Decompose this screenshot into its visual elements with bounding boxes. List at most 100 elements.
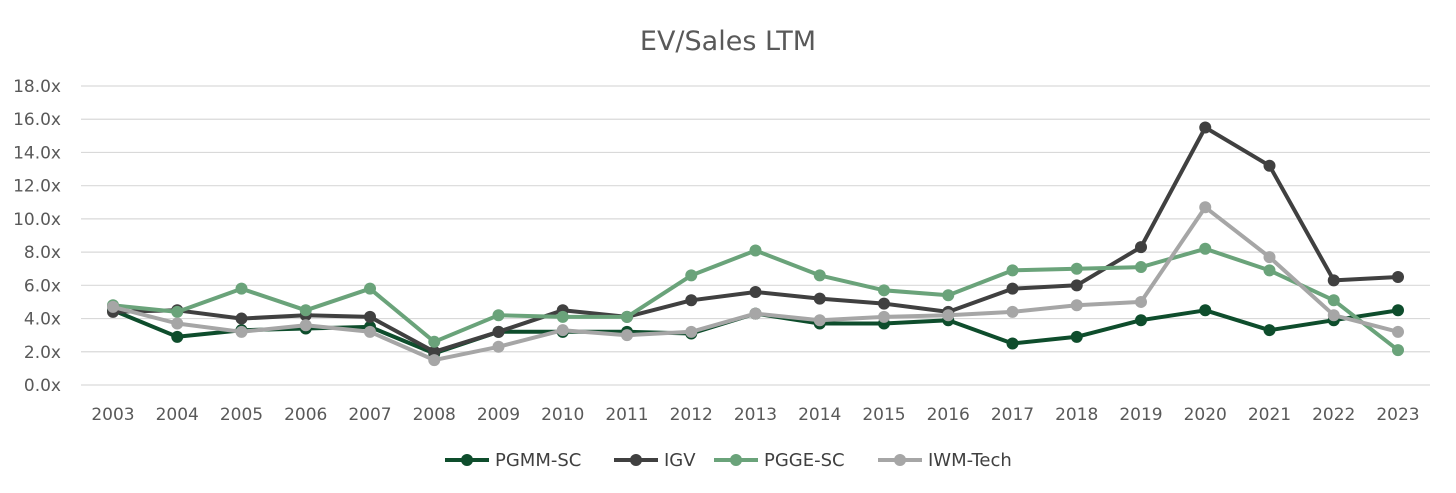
- data-point: [1199, 201, 1212, 214]
- x-tick-label: 2008: [413, 405, 456, 425]
- x-tick-label: 2013: [734, 405, 777, 425]
- legend-label: IGV: [664, 450, 696, 471]
- data-point: [107, 300, 119, 313]
- legend-label: PGMM-SC: [495, 450, 581, 471]
- data-point: [1070, 299, 1083, 312]
- data-point: [749, 285, 762, 298]
- data-point: [878, 297, 890, 310]
- x-tick-label: 2003: [91, 405, 134, 425]
- data-point: [1070, 262, 1083, 275]
- x-tick-label: 2022: [1312, 405, 1355, 425]
- data-point: [1070, 279, 1083, 292]
- data-point: [171, 317, 184, 330]
- data-point: [1006, 264, 1019, 277]
- y-tick-label: 16.0x: [13, 110, 61, 130]
- data-point: [1392, 304, 1404, 317]
- data-point: [364, 325, 376, 338]
- data-point: [1327, 309, 1340, 322]
- legend-label: PGGE-SC: [764, 450, 845, 471]
- x-tick-label: 2010: [541, 405, 584, 425]
- data-point: [492, 340, 505, 353]
- gridlines: [81, 85, 1430, 386]
- data-point: [1006, 282, 1019, 295]
- data-point: [1263, 251, 1276, 264]
- y-tick-label: 12.0x: [13, 177, 61, 197]
- data-point: [1006, 337, 1019, 350]
- legend: PGMM-SC IGV PGGE-SC IWM-Tech: [445, 450, 1012, 471]
- y-tick-label: 10.0x: [13, 210, 61, 230]
- data-point: [364, 282, 376, 295]
- series-line: [111, 205, 1400, 363]
- data-point: [749, 244, 762, 257]
- series-iwm-tech: [107, 201, 1404, 367]
- data-point: [685, 294, 698, 307]
- data-point: [492, 309, 505, 322]
- y-axis-ticks: 0.0x 2.0x 4.0x 6.0x 8.0x 10.0x 12.0x 14.0x 16.0x…: [13, 77, 61, 396]
- x-tick-label: 2005: [220, 405, 263, 425]
- x-tick-label: 2016: [927, 405, 970, 425]
- data-point: [621, 329, 633, 342]
- data-point: [878, 284, 890, 297]
- x-tick-label: 2021: [1248, 405, 1291, 425]
- data-point: [1135, 295, 1147, 308]
- legend-label: IWM-Tech: [928, 450, 1012, 471]
- data-point: [685, 269, 698, 282]
- legend-item: IWM-Tech: [878, 450, 1012, 471]
- data-point: [1392, 344, 1404, 357]
- chart-title: EV/Sales LTM: [640, 26, 816, 57]
- data-point: [942, 289, 955, 302]
- legend-item: IGV: [614, 450, 696, 471]
- x-tick-label: 2019: [1119, 405, 1162, 425]
- data-point: [1135, 241, 1147, 254]
- legend-swatch-marker: [461, 454, 473, 466]
- data-point: [1135, 261, 1147, 274]
- y-tick-label: 18.0x: [13, 77, 61, 97]
- data-point: [1327, 274, 1340, 287]
- x-tick-label: 2007: [348, 405, 391, 425]
- data-point: [299, 304, 312, 317]
- data-point: [621, 310, 633, 323]
- data-point: [556, 324, 569, 337]
- data-point: [428, 335, 441, 348]
- data-point: [1199, 121, 1212, 134]
- data-point: [1263, 159, 1276, 172]
- series-pgge-sc: [107, 242, 1404, 357]
- y-tick-label: 4.0x: [24, 310, 61, 330]
- series-layer: [107, 121, 1404, 367]
- x-tick-label: 2004: [156, 405, 199, 425]
- data-point: [428, 354, 441, 367]
- legend-swatch-marker: [894, 454, 906, 466]
- x-axis-ticks: 2003 2004 2005 2006 2007 2008 2009 2010 2011 2012…: [91, 405, 1419, 425]
- data-point: [685, 325, 698, 338]
- y-tick-label: 14.0x: [13, 143, 61, 163]
- x-tick-label: 2023: [1376, 405, 1419, 425]
- series-line: [111, 246, 1400, 353]
- data-point: [556, 310, 569, 323]
- x-tick-label: 2020: [1184, 405, 1227, 425]
- legend-item: PGMM-SC: [445, 450, 581, 471]
- x-tick-label: 2015: [862, 405, 905, 425]
- legend-item: PGGE-SC: [714, 450, 845, 471]
- data-point: [235, 312, 248, 325]
- data-point: [364, 310, 376, 323]
- data-point: [1392, 271, 1404, 284]
- y-tick-label: 8.0x: [24, 243, 61, 263]
- data-point: [1392, 325, 1404, 338]
- data-point: [492, 325, 505, 338]
- data-point: [1199, 304, 1212, 317]
- data-point: [813, 269, 826, 282]
- data-point: [1135, 314, 1147, 327]
- data-point: [1327, 294, 1340, 307]
- legend-swatch-marker: [630, 454, 642, 466]
- data-point: [1006, 305, 1019, 318]
- data-point: [813, 314, 826, 327]
- x-tick-label: 2014: [798, 405, 841, 425]
- data-point: [171, 330, 184, 343]
- data-point: [428, 345, 441, 358]
- legend-swatch-marker: [730, 454, 742, 466]
- data-point: [942, 309, 955, 322]
- data-point: [878, 310, 890, 323]
- data-point: [235, 325, 248, 338]
